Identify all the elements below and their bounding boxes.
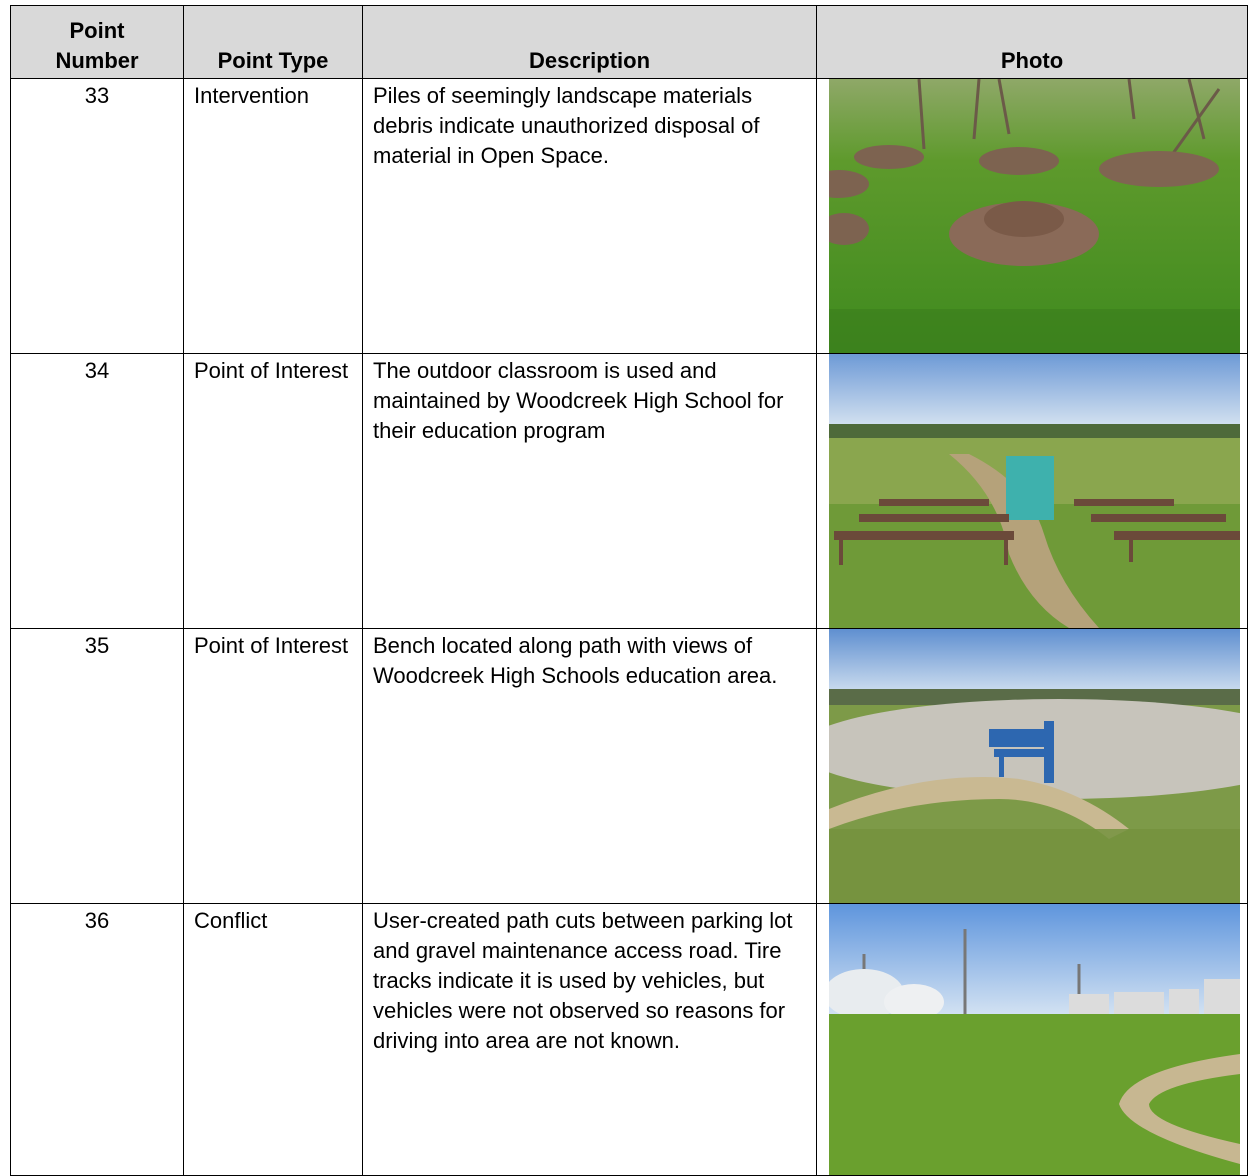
photo xyxy=(829,79,1240,353)
photo-cell xyxy=(816,903,1248,1176)
header-row: Point Number Point Type Description Phot… xyxy=(10,5,1248,79)
point-number: 33 xyxy=(10,78,184,354)
header-cell: Point Number xyxy=(10,5,184,79)
description: The outdoor classroom is used and mainta… xyxy=(362,353,817,629)
header-cell: Description xyxy=(362,5,817,79)
photo-cell xyxy=(816,353,1248,629)
photo xyxy=(829,629,1240,903)
photo-cell xyxy=(816,628,1248,904)
photo-cell xyxy=(816,78,1248,354)
point-type: Conflict xyxy=(183,903,363,1176)
header-cell: Point Type xyxy=(183,5,363,79)
row: 36 Conflict User-created path cuts betwe… xyxy=(10,903,1248,1176)
photo xyxy=(829,354,1240,628)
point-type: Intervention xyxy=(183,78,363,354)
point-number: 35 xyxy=(10,628,184,904)
header-cell: Photo xyxy=(816,5,1248,79)
row: 35 Point of Interest Bench located along… xyxy=(10,628,1248,904)
description: Piles of seemingly landscape materials d… xyxy=(362,78,817,354)
point-number: 36 xyxy=(10,903,184,1176)
description: Bench located along path with views of W… xyxy=(362,628,817,904)
point-type: Point of Interest xyxy=(183,353,363,629)
row: 34 Point of Interest The outdoor classro… xyxy=(10,353,1248,629)
photo xyxy=(829,904,1240,1175)
description: User-created path cuts between parking l… xyxy=(362,903,817,1176)
row: 33 Intervention Piles of seemingly lands… xyxy=(10,78,1248,354)
table: Point Number Point Type Description Phot… xyxy=(10,5,1248,1176)
point-number: 34 xyxy=(10,353,184,629)
point-type: Point of Interest xyxy=(183,628,363,904)
